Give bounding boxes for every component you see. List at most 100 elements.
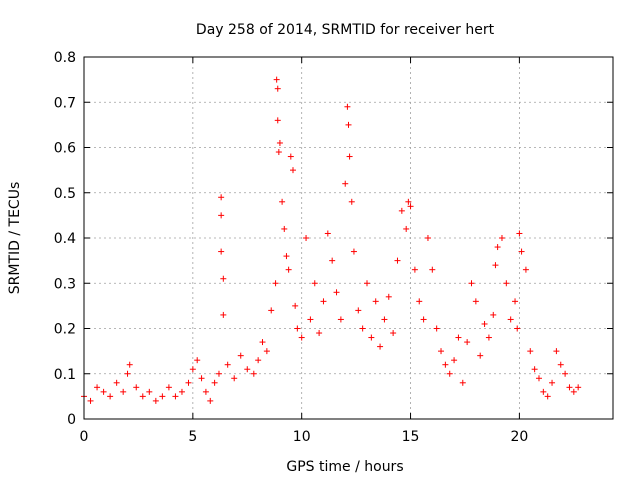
data-point — [126, 361, 133, 368]
y-tick-label: 0.1 — [54, 367, 76, 383]
chart-title: Day 258 of 2014, SRMTID for receiver her… — [196, 22, 495, 38]
data-point — [268, 307, 275, 314]
data-point — [359, 325, 366, 332]
data-point — [272, 280, 279, 287]
data-point — [566, 384, 573, 391]
data-point — [294, 325, 301, 332]
data-point — [146, 388, 153, 395]
data-point — [311, 280, 318, 287]
data-point — [316, 330, 323, 337]
y-tick-label: 0.3 — [54, 276, 76, 292]
x-tick-label: 20 — [510, 429, 528, 445]
y-axis-label: SRMTID / TECUs — [7, 182, 23, 295]
data-point — [211, 379, 218, 386]
data-point — [346, 153, 353, 160]
data-point — [345, 121, 352, 128]
data-point — [416, 298, 423, 305]
data-point — [372, 298, 379, 305]
data-point — [433, 325, 440, 332]
data-point — [244, 366, 251, 373]
y-tick-label: 0.8 — [54, 50, 76, 66]
data-point — [218, 194, 225, 201]
data-point — [549, 379, 556, 386]
data-point — [498, 235, 505, 241]
data-point — [255, 357, 262, 364]
data-point — [276, 139, 283, 146]
data-point — [218, 248, 225, 255]
data-point — [218, 212, 225, 219]
data-point — [405, 198, 412, 205]
data-point — [324, 230, 331, 237]
data-point — [407, 203, 414, 210]
data-point — [364, 280, 371, 287]
data-point — [442, 361, 449, 368]
data-point — [438, 348, 445, 355]
data-point — [283, 253, 290, 260]
data-point — [446, 370, 453, 377]
data-point — [220, 275, 227, 282]
data-point — [185, 379, 192, 386]
data-point — [259, 339, 266, 346]
data-point — [333, 289, 340, 296]
x-axis-label: GPS time / hours — [286, 459, 403, 475]
data-point — [398, 207, 405, 214]
x-tick-label: 15 — [402, 429, 420, 445]
data-point — [94, 384, 101, 391]
data-point — [194, 357, 201, 364]
data-point — [152, 397, 159, 404]
data-point — [514, 325, 521, 332]
data-point — [494, 244, 501, 251]
data-point — [355, 307, 362, 314]
data-point — [516, 230, 523, 237]
data-point — [263, 348, 270, 355]
data-point — [292, 302, 299, 309]
y-tick-label: 0.7 — [54, 95, 76, 111]
data-point — [411, 266, 418, 273]
data-point — [87, 397, 94, 404]
data-point — [215, 370, 222, 377]
data-point — [274, 117, 281, 124]
data-point — [394, 257, 401, 264]
data-point — [553, 348, 560, 355]
data-point — [531, 366, 538, 373]
x-tick-label: 10 — [293, 429, 311, 445]
data-point — [481, 320, 488, 327]
data-point — [390, 330, 397, 337]
data-point — [368, 334, 375, 341]
data-point — [274, 85, 281, 92]
data-point — [451, 357, 458, 364]
data-point — [507, 316, 514, 323]
data-point — [512, 298, 519, 305]
data-point — [289, 167, 296, 174]
data-point — [527, 348, 534, 355]
y-tick-label: 0 — [67, 412, 76, 428]
data-point — [350, 248, 357, 255]
data-point — [133, 384, 140, 391]
y-tick-label: 0.6 — [54, 141, 76, 157]
data-point — [189, 366, 196, 373]
data-point — [250, 370, 257, 377]
data-point — [472, 298, 479, 305]
data-point — [139, 393, 146, 400]
data-point — [178, 388, 185, 395]
data-point — [281, 225, 288, 232]
data-point — [420, 316, 427, 323]
data-point — [429, 266, 436, 273]
data-point — [113, 379, 120, 386]
x-tick-label: 5 — [188, 429, 197, 445]
data-point — [273, 76, 280, 83]
data-point — [424, 235, 431, 241]
data-point — [337, 316, 344, 323]
data-point — [329, 257, 336, 264]
data-point — [557, 361, 564, 368]
data-point — [124, 370, 131, 377]
data-point — [492, 262, 499, 269]
data-point — [202, 388, 209, 395]
data-point — [544, 393, 551, 400]
data-point — [107, 393, 114, 400]
data-point — [485, 334, 492, 341]
data-point — [342, 180, 349, 187]
data-point — [279, 198, 286, 205]
data-point — [307, 316, 314, 323]
data-point — [320, 298, 327, 305]
